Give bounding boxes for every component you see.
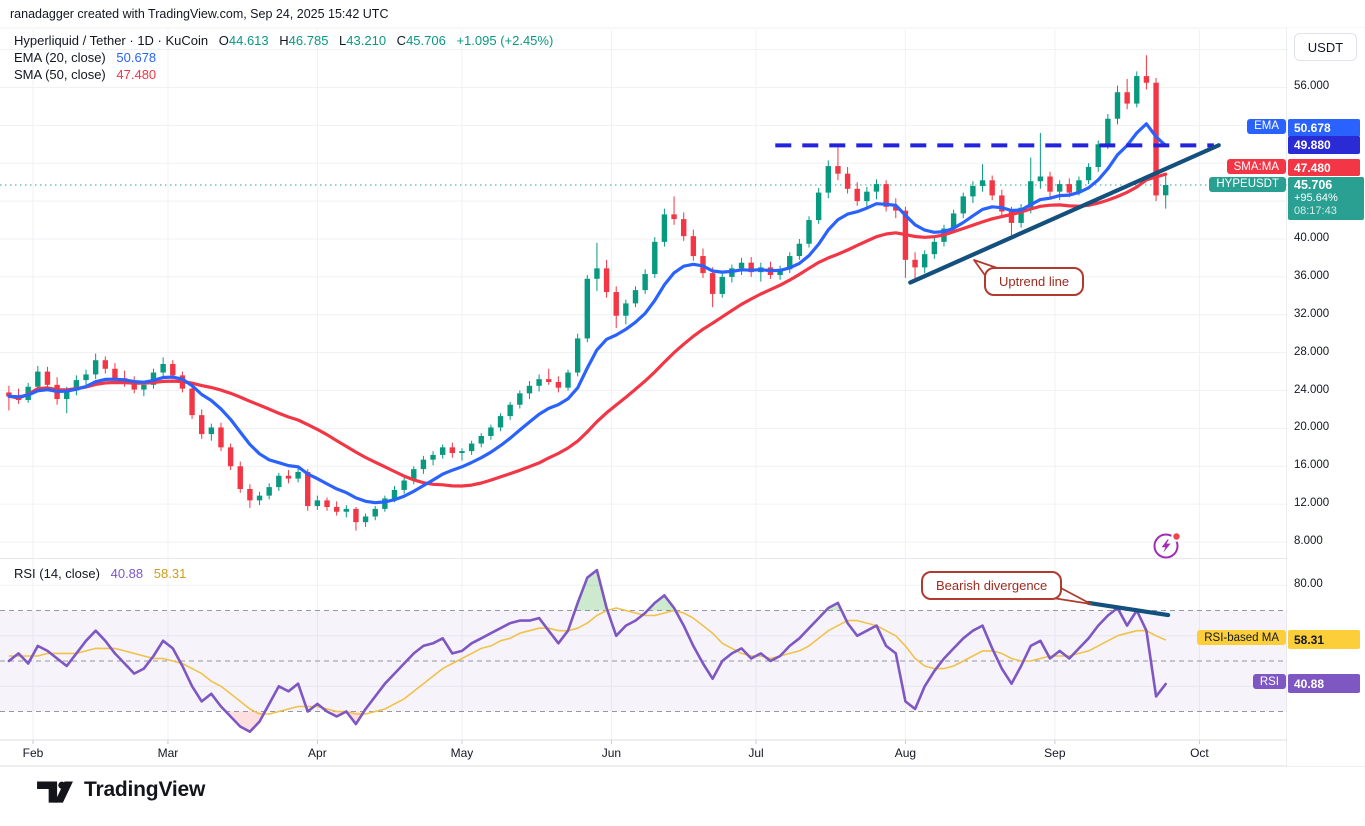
bar-countdown: 08:17:43 — [1294, 204, 1337, 217]
attribution-text: ranadagger created with TradingView.com,… — [10, 7, 389, 21]
month-label: Feb — [22, 746, 44, 760]
rsi-axis-rsi-badge: 40.88 — [1288, 674, 1360, 694]
price-tick-label: 20.000 — [1294, 421, 1330, 434]
price-tick-label: 56.000 — [1294, 80, 1330, 93]
month-label: Jun — [601, 746, 622, 760]
month-label: Sep — [1044, 746, 1066, 760]
rsi-legend-value: 40.88 — [110, 566, 144, 581]
last-price-value: 45.706 — [1294, 177, 1333, 192]
month-label: Aug — [894, 746, 917, 760]
symbol-name-pill: HYPEUSDT — [1209, 176, 1286, 192]
flash-reactions-icon[interactable] — [1148, 527, 1186, 565]
price-axis-symbol-badge: 45.706 +95.64% 08:17:43 — [1288, 176, 1364, 220]
ema-legend-value: 50.678 — [116, 50, 157, 65]
bearish-divergence-annotation[interactable]: Bearish divergence — [921, 571, 1063, 600]
sma-name-pill: SMA:MA — [1226, 159, 1286, 175]
symbol-legend[interactable]: Hyperliquid / Tether · 1D · KuCoin O44.6… — [14, 33, 554, 48]
ema-legend[interactable]: EMA (20, close) 50.678 — [14, 50, 157, 65]
price-axis-sma-badge: 47.480 — [1288, 159, 1360, 177]
price-tick-label: 12.000 — [1294, 497, 1330, 510]
open-value: 44.613 — [228, 33, 269, 48]
price-tick-label: 40.000 — [1294, 232, 1330, 244]
price-tick-label: 28.000 — [1294, 345, 1330, 358]
sma-legend-value: 47.480 — [116, 67, 157, 82]
rsi-tick-label: 80.00 — [1294, 578, 1323, 591]
sma-line — [7, 172, 1168, 488]
currency-toggle-button[interactable]: USDT — [1294, 33, 1357, 61]
rsi-ma-name-pill: RSI-based MA — [1197, 630, 1286, 646]
month-label: Jul — [748, 746, 764, 760]
price-axis-ema-badge: 50.678 — [1288, 118, 1360, 137]
low-value: 43.210 — [346, 33, 387, 48]
close-value: 45.706 — [406, 33, 446, 48]
sma-legend[interactable]: SMA (50, close) 47.480 — [14, 67, 157, 82]
month-label: Oct — [1190, 746, 1209, 760]
price-tick-label: 36.000 — [1294, 269, 1330, 282]
last-change-value: +95.64% — [1294, 191, 1338, 204]
tradingview-logo[interactable]: TradingView — [36, 776, 205, 804]
price-axis-level-badge: 49.880 — [1288, 136, 1360, 155]
price-tick-label: 8.000 — [1294, 535, 1323, 548]
chart-canvas[interactable] — [0, 0, 1365, 772]
price-axis[interactable]: 56.000 40.000 36.000 32.000 28.000 24.000 20.0… — [1287, 28, 1365, 766]
uptrend-annotation[interactable]: Uptrend line — [984, 267, 1085, 296]
rsi-ma-legend-value: 58.31 — [153, 566, 187, 581]
ema-line — [7, 122, 1168, 505]
price-tick-label: 32.000 — [1294, 307, 1330, 320]
rsi-name-pill: RSI — [1252, 674, 1286, 690]
rsi-ma-line — [8, 607, 1167, 715]
rsi-oversold-fill — [225, 711, 364, 732]
month-label: May — [450, 746, 474, 760]
rsi-axis-ma-badge: 58.31 — [1288, 630, 1360, 650]
price-tick-label: 16.000 — [1294, 459, 1330, 472]
divergence-trendline[interactable] — [1086, 600, 1171, 618]
rsi-line — [7, 568, 1167, 733]
ema-name-pill: EMA — [1247, 118, 1286, 134]
month-label: Mar — [157, 746, 179, 760]
high-value: 46.785 — [288, 33, 329, 48]
price-tick-label: 24.000 — [1294, 383, 1330, 396]
tradingview-logo-text: TradingView — [84, 778, 206, 801]
rsi-legend[interactable]: RSI (14, close) 40.88 58.31 — [14, 566, 187, 581]
uptrend-trendline[interactable] — [908, 143, 1221, 285]
month-label: Apr — [308, 746, 327, 760]
symbol-title: Hyperliquid / Tether · 1D · KuCoin — [14, 33, 209, 48]
change-value: +1.095 (+2.45%) — [456, 33, 554, 48]
tradingview-logo-mark — [37, 781, 73, 803]
